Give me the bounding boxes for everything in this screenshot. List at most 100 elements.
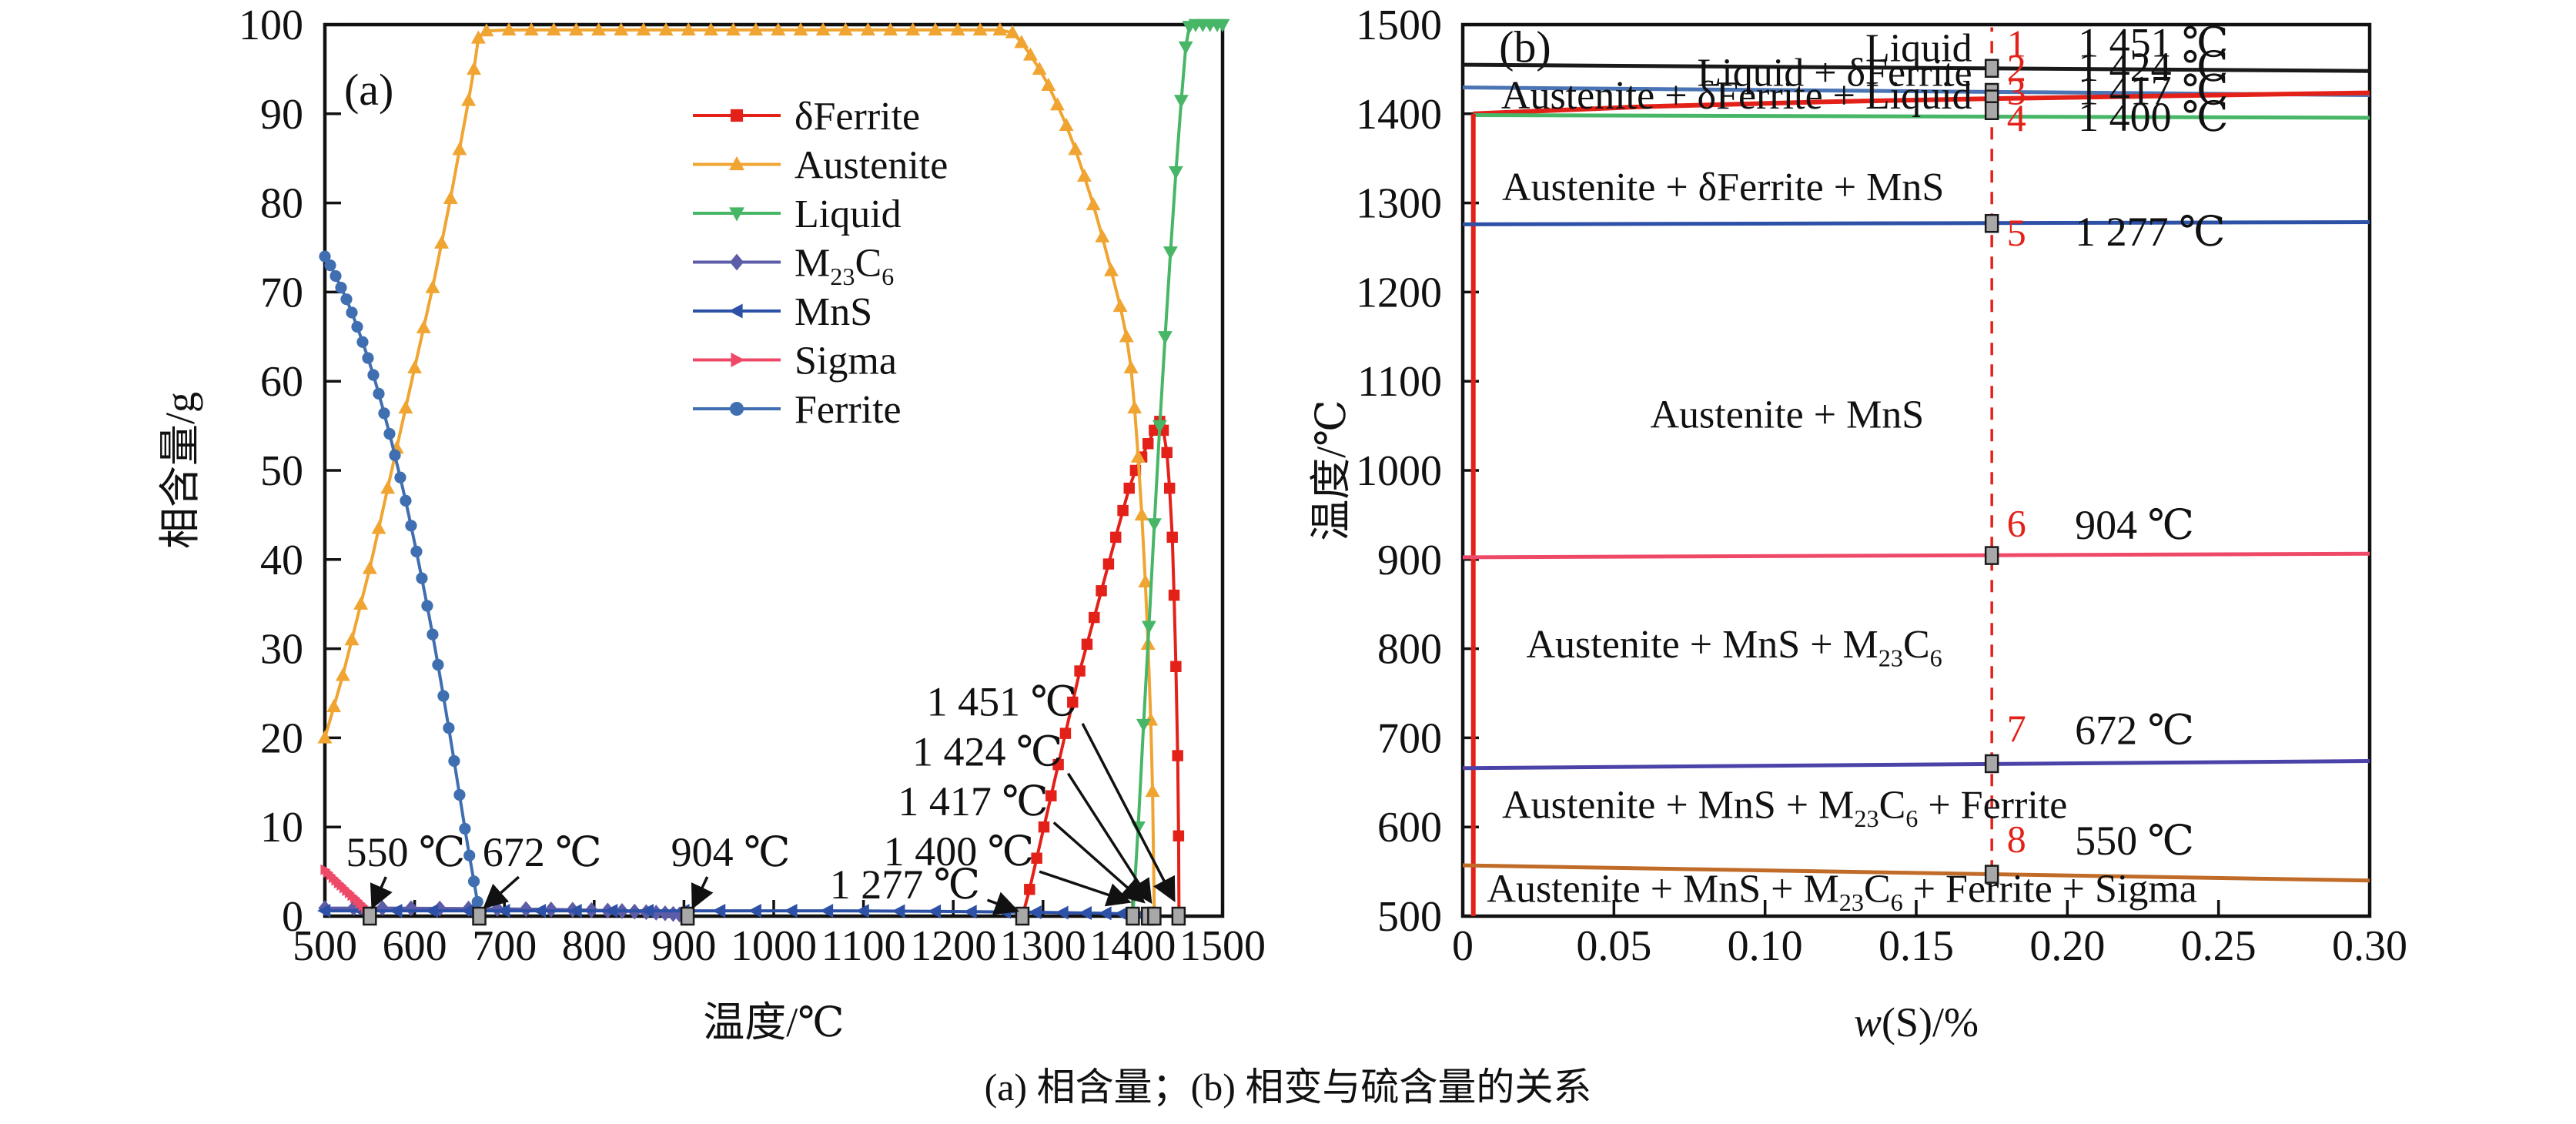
boundary-t904-pink [1462, 551, 2370, 560]
legend-label-ferrite: Ferrite [795, 388, 902, 432]
region-label-austenite-dferrite-mns: Austenite + δFerrite + MnS [1502, 166, 1944, 209]
panel-b-x-tick-label: 0 [1452, 922, 1474, 970]
annotation-arrow-1451c [1081, 723, 1176, 902]
annotation-1451c: 1 451 ℃ [927, 678, 1077, 724]
phase-point-temp-4: 1 400 ℃ [2078, 94, 2228, 140]
phase-point-temp-2: 1 424 ℃ [2078, 44, 2228, 90]
series-ferrite [319, 250, 486, 922]
phase-point-number-6: 6 [2007, 502, 2026, 545]
figure-caption: (a) 相含量；(b) 相变与硫含量的关系 [984, 1065, 1592, 1109]
legend-label-austenite: Austenite [795, 144, 948, 188]
legend-marker-mns [728, 303, 743, 319]
legend-item-m23c6: M23C6 [693, 242, 894, 290]
legend-marker-ferrite [729, 401, 744, 416]
boundary-t672-indigo [1462, 759, 2370, 771]
axis-marker-1400 [1126, 906, 1140, 926]
phase-point-temp-6: 904 ℃ [2075, 502, 2194, 548]
region-label-austenite-mns-m23c6-ferrite: Austenite + MnS + M23C6 + Ferrite [1502, 784, 2067, 832]
panel-b-y-tick-label: 700 [1377, 714, 1442, 762]
phase-point-number-8: 8 [2007, 818, 2026, 861]
panel-b-x-tick-label: 0.15 [1878, 922, 1954, 970]
panel-b-x-tick-label: 0.05 [1576, 922, 1651, 970]
panel-b-frame [1460, 22, 2372, 918]
panel-b-y-tick-label: 1500 [1356, 2, 1442, 49]
annotation-arrow-1417c [1052, 821, 1146, 904]
annotation-arrow-904c [691, 876, 714, 910]
legend-label-liquid: Liquid [795, 192, 902, 236]
series-austenite [317, 22, 1162, 922]
phase-point-4 [1984, 101, 1999, 120]
annotation-1277c: 1 277 ℃ [830, 861, 980, 908]
phase-point-number-4: 4 [2007, 96, 2026, 139]
panel-b: 0 0.05 0.10 0.15 0.20 0.25 0.30 500 600 700 800 900… [1308, 2, 2407, 1045]
panel-a-x-axis-title: 温度/℃ [703, 999, 844, 1045]
phase-point-8 [1984, 865, 1999, 884]
panel-a-y-tick-label: 30 [260, 626, 303, 674]
panel-b-y-tick-label: 900 [1377, 537, 1442, 584]
axis-marker-1277 [1015, 906, 1030, 926]
annotation-1424c: 1 424 ℃ [912, 728, 1062, 774]
panel-a-x-tick-label: 1300 [1000, 922, 1086, 970]
panel-a-y-tick-label: 50 [260, 447, 303, 495]
legend-item-sigma: Sigma [693, 340, 897, 383]
phase-point-number-2: 2 [2007, 46, 2026, 89]
region-label-liquid-dferrite: Liquid + δFerrite [1698, 51, 1972, 95]
series-line-ferrite [323, 256, 481, 917]
region-label-austenite-dferrite-liquid: Austenite + δFerrite + Liquid [1501, 74, 1972, 118]
legend-marker-austenite [729, 156, 744, 171]
panel-a-y-tick-label: 20 [260, 714, 303, 762]
region-label-liquid: Liquid [1865, 26, 1972, 70]
phase-point-temp-1: 1 451 ℃ [2078, 20, 2228, 66]
panel-b-y-tick-label: 1300 [1356, 180, 1442, 228]
panel-a-x-tick-label: 800 [562, 922, 627, 970]
legend-item-mns: MnS [693, 290, 872, 334]
panel-a-x-tick-label: 500 [293, 922, 357, 970]
panel-b-y-tick-label: 1200 [1356, 269, 1442, 316]
annotation-arrow-550c [370, 876, 393, 910]
annotation-1417c: 1 417 ℃ [898, 778, 1048, 825]
panel-a-y-tick-label: 80 [260, 180, 303, 228]
panel-a-y-tick-label: 70 [260, 269, 303, 316]
annotation-550c: 550 ℃ [346, 829, 465, 875]
panel-b-x-axis-title: w(S)/% [1854, 999, 1979, 1045]
panel-a-y-tick-label: 10 [260, 804, 303, 851]
axis-marker-672 [472, 906, 487, 926]
phase-point-temp-7: 672 ℃ [2075, 708, 2194, 754]
panel-b-y-tick-label: 600 [1377, 804, 1442, 851]
legend-label-m23c6: M23C6 [795, 242, 894, 290]
panel-a-x-tick-label: 700 [472, 922, 537, 970]
legend-label-delta-ferrite: δFerrite [795, 95, 920, 139]
panel-a-x-tick-label: 1000 [731, 922, 817, 970]
series-delta-ferrite [1016, 416, 1185, 922]
panel-a-y-axis-title: 相含量/g [157, 392, 203, 549]
panel-a-y-tick-label: 90 [260, 91, 303, 139]
axis-marker-1424 [1147, 906, 1162, 926]
panel-b-y-tick-label: 1000 [1356, 447, 1442, 495]
phase-point-5 [1984, 213, 1999, 233]
panel-b-y-tick-label: 1400 [1356, 91, 1442, 139]
panel-a-label: (a) [344, 65, 393, 115]
annotation-904c: 904 ℃ [671, 829, 791, 875]
region-label-austenite-mns-m23c6-ferrite-sigma: Austenite + MnS + M23C6 + Ferrite + Sigm… [1487, 867, 2196, 915]
phase-point-temp-5: 1 277 ℃ [2075, 209, 2225, 255]
panel-b-y-tick-label: 800 [1377, 626, 1442, 674]
panel-b-x-tick-label: 0.30 [2332, 922, 2407, 970]
annotation-arrow-1400c [1039, 870, 1132, 907]
legend-item-ferrite: Ferrite [693, 388, 902, 432]
boundary-t1451-black [1462, 62, 2370, 73]
panel-a-x-tick-label: 900 [651, 922, 716, 970]
annotation-1400c: 1 400 ℃ [884, 828, 1034, 875]
phase-point-7 [1984, 754, 1999, 774]
phase-point-number-3: 3 [2007, 70, 2026, 113]
annotation-arrow-672c [483, 875, 520, 909]
panel-a-y-tick-label: 0 [282, 893, 303, 941]
boundary-t1277-blue [1462, 220, 2370, 226]
panel-a-y-tick-label: 100 [239, 2, 303, 49]
panel-a-x-tick-label: 600 [383, 922, 447, 970]
panel-a-y-tick-label: 60 [260, 358, 303, 406]
legend-item-delta-ferrite: δFerrite [693, 95, 920, 139]
annotation-672c: 672 ℃ [483, 829, 602, 875]
